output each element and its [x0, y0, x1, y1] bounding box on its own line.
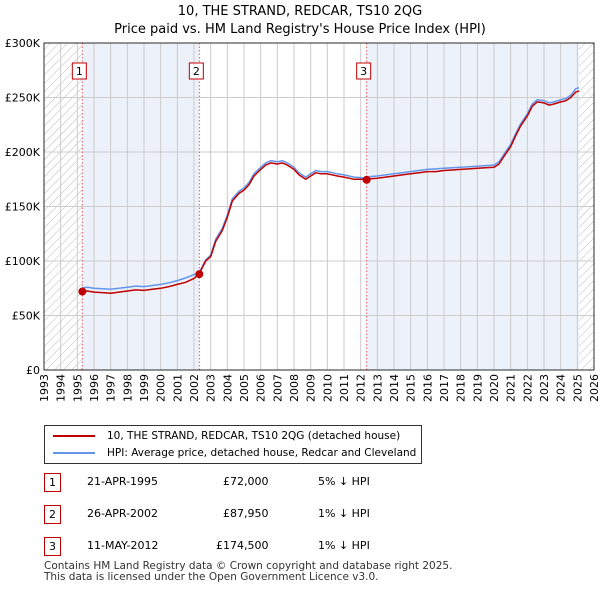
sale-label: 2 — [193, 65, 200, 78]
x-tick-label: 2018 — [455, 374, 468, 402]
x-tick-label: 2002 — [188, 374, 201, 402]
sale-label: 1 — [76, 65, 83, 78]
x-tick-label: 1999 — [138, 374, 151, 402]
legend-swatch-hpi — [53, 452, 95, 454]
x-tick-label: 1994 — [55, 374, 68, 402]
y-tick-label: £0 — [26, 364, 40, 377]
transaction-hpi-diff: 5% ↓ HPI — [318, 475, 370, 488]
price-paid-line — [82, 90, 580, 294]
x-tick-label: 2013 — [371, 374, 384, 402]
x-tick-label: 1993 — [38, 374, 51, 402]
x-tick-label: 2017 — [438, 374, 451, 402]
x-tick-label: 2022 — [521, 374, 534, 402]
transaction-price: £72,000 — [223, 475, 269, 488]
footer-copyright: Contains HM Land Registry data © Crown c… — [44, 560, 453, 572]
x-tick-label: 2024 — [555, 374, 568, 402]
x-tick-label: 1998 — [121, 374, 134, 402]
y-tick-label: £250K — [5, 92, 41, 105]
transaction-price: £174,500 — [216, 539, 269, 552]
transaction-number: 2 — [44, 505, 61, 524]
x-tick-label: 2000 — [155, 374, 168, 402]
sale-point — [362, 175, 371, 184]
transaction-date: 26-APR-2002 — [87, 507, 159, 520]
x-tick-label: 2001 — [171, 374, 184, 402]
legend-item-price: 10, THE STRAND, REDCAR, TS10 2QG (detach… — [53, 428, 400, 444]
x-tick-label: 1995 — [71, 374, 84, 402]
x-tick-label: 2011 — [338, 374, 351, 402]
transaction-number: 3 — [44, 537, 61, 556]
x-tick-label: 2021 — [505, 374, 518, 402]
x-tick-label: 2019 — [471, 374, 484, 402]
x-tick-label: 2004 — [221, 374, 234, 402]
transaction-price: £87,950 — [223, 507, 269, 520]
x-tick-label: 2008 — [288, 374, 301, 402]
legend-item-hpi: HPI: Average price, detached house, Redc… — [53, 445, 416, 461]
y-tick-label: £150K — [5, 201, 41, 214]
x-tick-label: 1996 — [88, 374, 101, 402]
x-tick-label: 2005 — [238, 374, 251, 402]
sale-point — [195, 270, 204, 279]
transaction-hpi-diff: 1% ↓ HPI — [318, 539, 370, 552]
x-tick-label: 2020 — [488, 374, 501, 402]
transaction-date: 21-APR-1995 — [87, 475, 159, 488]
x-tick-label: 2010 — [321, 374, 334, 402]
sale-label: 3 — [360, 65, 367, 78]
x-tick-label: 2025 — [571, 374, 584, 402]
legend-swatch-price — [53, 435, 95, 437]
y-tick-label: £50K — [12, 310, 41, 323]
legend-label-price: 10, THE STRAND, REDCAR, TS10 2QG (detach… — [107, 430, 401, 442]
x-tick-label: 2007 — [271, 374, 284, 402]
hpi-line — [82, 86, 580, 291]
plot-border — [43, 42, 595, 371]
y-tick-label: £100K — [5, 255, 41, 268]
legend: 10, THE STRAND, REDCAR, TS10 2QG (detach… — [44, 425, 422, 464]
legend-label-hpi: HPI: Average price, detached house, Redc… — [107, 447, 417, 459]
transaction-hpi-diff: 1% ↓ HPI — [318, 507, 370, 520]
chart-subtitle: Price paid vs. HM Land Registry's House … — [114, 22, 486, 37]
sale-label-box — [356, 62, 372, 80]
sale-point — [78, 287, 87, 296]
x-tick-label: 2012 — [355, 374, 368, 402]
y-tick-label: £300K — [5, 37, 41, 50]
transaction-number: 1 — [44, 473, 61, 492]
chart-title: 10, THE STRAND, REDCAR, TS10 2QG — [177, 4, 423, 19]
transaction-date: 11-MAY-2012 — [87, 539, 159, 552]
y-tick-label: £200K — [5, 146, 41, 159]
x-tick-label: 2015 — [405, 374, 418, 402]
footer-licence: This data is licensed under the Open Gov… — [44, 571, 379, 583]
x-tick-label: 2014 — [388, 374, 401, 402]
x-tick-label: 2016 — [421, 374, 434, 402]
x-tick-label: 2006 — [255, 374, 268, 402]
x-tick-label: 2023 — [538, 374, 551, 402]
footer: Contains HM Land Registry data © Crown c… — [44, 561, 452, 583]
x-tick-label: 2003 — [205, 374, 218, 402]
x-tick-label: 1997 — [105, 374, 118, 402]
x-tick-label: 2009 — [305, 374, 318, 402]
x-tick-label: 2026 — [588, 374, 600, 402]
sale-label-box — [71, 62, 87, 80]
sale-label-box — [188, 62, 204, 80]
